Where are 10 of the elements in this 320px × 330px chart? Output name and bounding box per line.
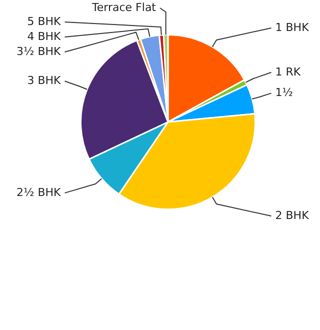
slice-label: 1 BHK (275, 20, 310, 34)
slice-label: 5 BHK (27, 14, 62, 28)
slice-label: Terrace Flat (91, 0, 157, 14)
slice-label: 4 BHK (27, 30, 62, 43)
slice-label: 2 BHK (275, 208, 310, 222)
slice-label: 3 BHK (27, 74, 62, 88)
slice-label: 3½ BHK (16, 44, 62, 58)
slice-label: 1 RK (275, 65, 302, 78)
slice-label: 1½ (275, 86, 293, 100)
slice-label: 2½ BHK (16, 186, 62, 199)
